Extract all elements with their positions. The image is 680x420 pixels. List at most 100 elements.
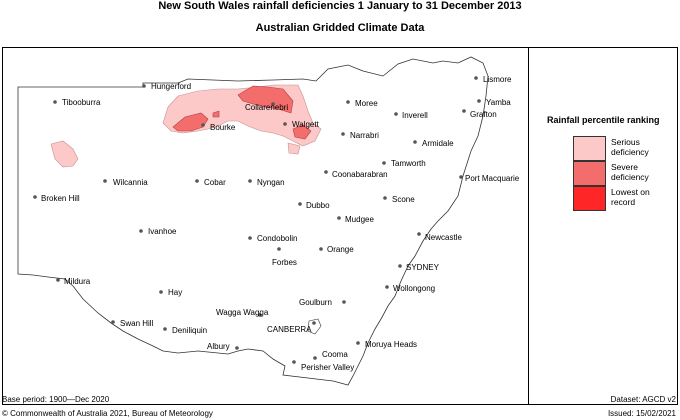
- town-dot: [159, 290, 163, 294]
- town-deniliquin: Deniliquin: [172, 326, 207, 335]
- town-dot: [477, 99, 481, 103]
- town-orange: Orange: [327, 245, 354, 254]
- town-sydney: SYDNEY: [406, 263, 440, 272]
- town-wagga-wagga: Wagga Wagga: [216, 308, 269, 317]
- town-dot: [139, 229, 143, 233]
- map-frame: Hungerford Tibooburra Collarenebri Moree…: [2, 47, 678, 405]
- town-hay: Hay: [168, 288, 182, 297]
- town-newcastle: Newcastle: [425, 233, 462, 242]
- town-forbes: Forbes: [272, 258, 297, 267]
- town-cooma: Cooma: [322, 350, 348, 359]
- town-narrabri: Narrabri: [350, 131, 379, 140]
- town-dot: [201, 123, 205, 127]
- legend-item-lowest: Lowest on record: [573, 186, 673, 211]
- town-dot: [398, 264, 402, 268]
- town-broken-hill: Broken Hill: [41, 194, 80, 203]
- town-dot: [53, 100, 57, 104]
- act-outline: [307, 318, 322, 335]
- base-period-note: Base period: 1900—Dec 2020: [2, 395, 110, 404]
- town-lismore: Lismore: [483, 75, 512, 84]
- town-dot: [111, 320, 115, 324]
- map-panel: Hungerford Tibooburra Collarenebri Moree…: [3, 48, 529, 404]
- issued-date: Issued: 15/02/2021: [607, 409, 676, 418]
- town-dot: [163, 327, 167, 331]
- town-dot: [417, 232, 421, 236]
- dataset-note: Dataset: AGCD v2: [610, 395, 676, 404]
- legend-title: Rainfall percentile ranking: [547, 115, 660, 125]
- town-dot: [248, 179, 252, 183]
- town-moruya-heads: Moruya Heads: [365, 340, 417, 349]
- town-condobolin: Condobolin: [257, 234, 297, 243]
- nsw-outline: [17, 56, 489, 386]
- town-tibooburra: Tibooburra: [62, 98, 101, 107]
- town-dot: [319, 247, 323, 251]
- town-yamba: Yamba: [486, 98, 511, 107]
- town-dot: [142, 84, 146, 88]
- town-nyngan: Nyngan: [257, 178, 285, 187]
- map-title: New South Wales rainfall deficiencies 1 …: [158, 0, 522, 12]
- town-dot: [342, 300, 346, 304]
- town-dot: [248, 236, 252, 240]
- town-swan-hill: Swan Hill: [120, 319, 154, 328]
- town-dot: [324, 170, 328, 174]
- town-dot: [103, 179, 107, 183]
- town-albury: Albury: [207, 342, 230, 351]
- town-mudgee: Mudgee: [345, 215, 374, 224]
- town-dot: [337, 216, 341, 220]
- town-dot: [385, 285, 389, 289]
- town-wollongong: Wollongong: [393, 284, 435, 293]
- town-dot: [313, 356, 317, 360]
- town-bourke: Bourke: [210, 123, 236, 132]
- legend-label-severe: Severe deficiency: [611, 162, 649, 182]
- town-dot: [394, 112, 398, 116]
- legend-label-serious: Serious deficiency: [611, 137, 649, 157]
- town-dot: [382, 161, 386, 165]
- town-dot: [235, 346, 239, 350]
- town-moree: Moree: [355, 99, 378, 108]
- copyright-note: © Commonwealth of Australia 2021, Bureau…: [2, 409, 213, 418]
- town-tamworth: Tamworth: [391, 159, 426, 168]
- town-dot: [413, 140, 417, 144]
- town-dot: [56, 278, 60, 282]
- town-scone: Scone: [392, 195, 415, 204]
- town-dot: [312, 321, 316, 325]
- town-dot: [298, 202, 302, 206]
- town-goulburn: Goulburn: [299, 298, 332, 307]
- town-dot: [474, 76, 478, 80]
- town-canberra: CANBERRA: [267, 325, 312, 334]
- legend-swatch-severe: [573, 161, 606, 186]
- town-grafton: Grafton: [470, 110, 497, 119]
- legend-item-severe: Severe deficiency: [573, 161, 673, 186]
- town-dot: [283, 122, 287, 126]
- nsw-map: Hungerford Tibooburra Collarenebri Moree…: [17, 56, 520, 386]
- town-dot: [292, 360, 296, 364]
- legend-swatch-lowest: [573, 186, 606, 211]
- town-dot: [383, 196, 387, 200]
- town-dot: [346, 100, 350, 104]
- town-collarenebri: Collarenebri: [245, 103, 288, 112]
- legend-swatch-serious: [573, 136, 606, 161]
- town-walgett: Walgett: [292, 120, 320, 129]
- town-dot: [459, 175, 463, 179]
- legend-label-lowest: Lowest on record: [611, 187, 650, 207]
- town-dot: [195, 179, 199, 183]
- town-dot: [258, 313, 262, 317]
- legend-item-serious: Serious deficiency: [573, 136, 673, 161]
- town-dubbo: Dubbo: [306, 201, 330, 210]
- town-dot: [462, 109, 466, 113]
- town-ivanhoe: Ivanhoe: [148, 227, 177, 236]
- town-hungerford: Hungerford: [151, 82, 191, 91]
- town-dot: [341, 132, 345, 136]
- town-dot: [277, 247, 281, 251]
- severe-deficiency-regions: [172, 85, 312, 140]
- town-markers: Hungerford Tibooburra Collarenebri Moree…: [33, 75, 520, 372]
- town-armidale: Armidale: [422, 139, 454, 148]
- town-inverell: Inverell: [402, 111, 428, 120]
- town-port-macquarie: Port Macquarie: [465, 174, 520, 183]
- town-wilcannia: Wilcannia: [113, 178, 148, 187]
- town-coonabarabran: Coonabarabran: [332, 170, 388, 179]
- town-dot: [33, 195, 37, 199]
- town-perisher-valley: Perisher Valley: [301, 363, 354, 372]
- town-dot: [271, 102, 275, 106]
- town-cobar: Cobar: [204, 178, 226, 187]
